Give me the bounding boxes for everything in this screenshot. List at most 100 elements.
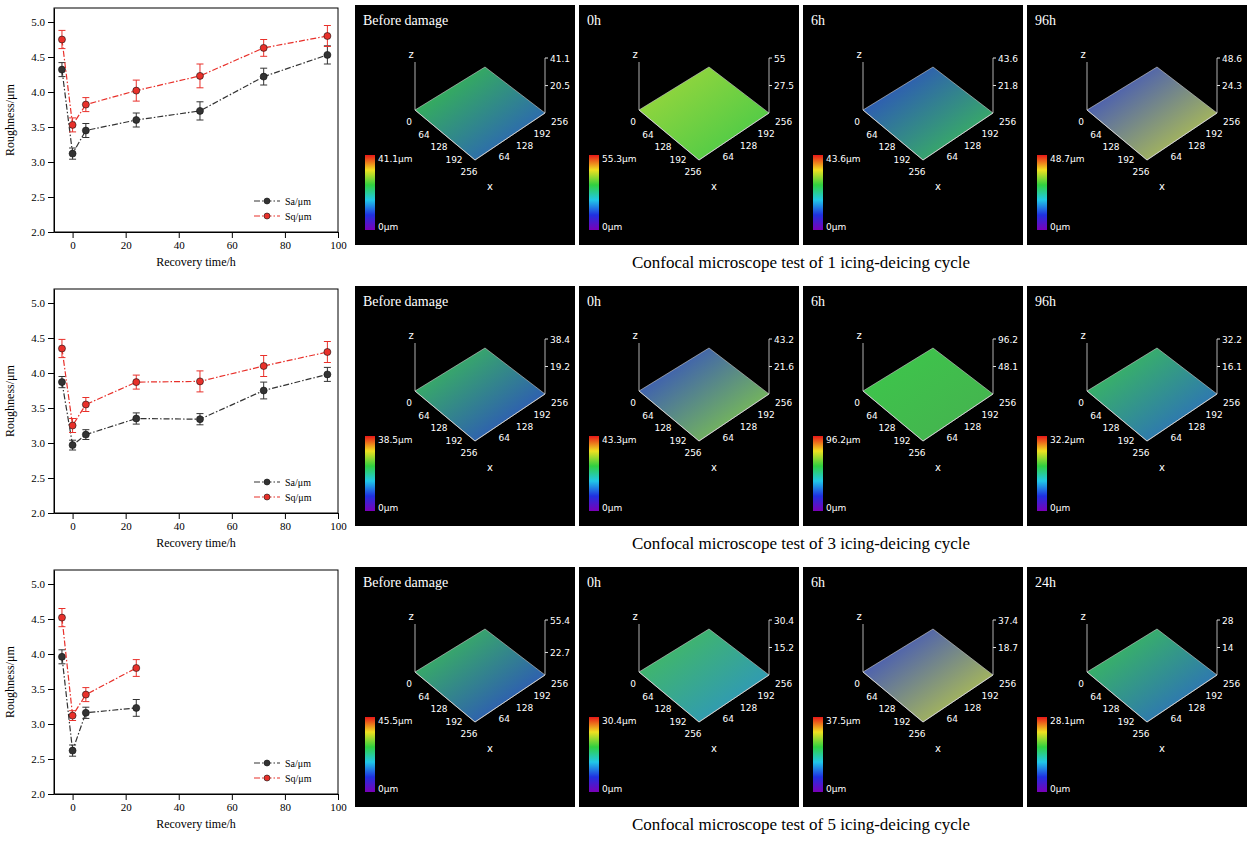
colorbar-label: 0μm [1050,503,1070,513]
micrograph-panel: 6h06412819225664128192256xz37.418.70μm37… [803,567,1023,807]
colorbar-label: 0μm [826,784,846,794]
y-tick-label: 256 [1223,117,1240,127]
error-bar-cap [58,387,65,388]
z-axis-letter: z [856,611,861,622]
error-bar-cap [196,87,203,88]
micrograph-panel: 6h06412819225664128192256xz43.621.80μm43… [803,5,1023,245]
x-tick-label: 256 [460,448,477,458]
x-tick-label: 0 [406,398,412,408]
error-bar-cap [196,64,203,65]
x-tick-label: 256 [684,167,701,177]
z-tick-label: 21.6 [774,362,794,372]
micrograph-panel: 6h06412819225664128192256xz96.248.10μm96… [803,286,1023,526]
z-tick-mark [545,339,548,340]
error-bar [82,707,89,718]
data-point [260,387,267,394]
z-edge [639,343,640,391]
x-axis: 020406080100 [55,232,348,251]
error-bar-cap [69,418,76,419]
tick: 60 [227,232,239,251]
data-point [69,712,76,719]
error-bar-cap [260,382,267,383]
series-line [62,349,327,426]
series-line [62,55,327,154]
tick-mark [48,724,54,725]
surface [1087,67,1217,160]
z-tick-mark [545,58,548,59]
error-bar [82,430,89,440]
tick: 40 [174,232,186,251]
error-bar [324,46,331,64]
micrograph-panel: 0h06412819225664128192256xz5527.50μm55.3… [579,5,799,245]
axis-line [55,232,339,233]
y-axis-title: Roughness/μm [3,364,17,436]
panel-background [579,5,799,245]
legend-marker [264,213,270,219]
y-tick-label: 256 [999,117,1016,127]
x-tick-label: 0 [1078,679,1084,689]
error-bar [82,688,89,702]
error-bar [69,148,76,159]
tick-mark [232,232,233,238]
tick-label: 60 [227,520,239,532]
colorbar-label: 0μm [602,784,622,794]
error-bar-cap [82,701,89,702]
x-axis: 020406080100 [55,513,348,532]
y-tick-label: 64 [947,714,959,724]
colorbar [813,717,823,792]
tick: 3.5 [31,402,54,414]
error-bar [69,440,76,450]
tick-mark [179,232,180,238]
z-tick-mark [1217,85,1220,86]
colorbar [1037,155,1047,230]
tick-label: 3.0 [31,718,45,730]
error-bar-cap [133,699,140,700]
z-tick-mark [545,366,548,367]
plot-area [58,609,139,757]
panel-label: 0h [587,294,601,309]
error-bar-cap [82,718,89,719]
z-tick-label: 43.2 [774,335,794,345]
error-bar [58,30,65,48]
tick-label: 20 [121,801,132,813]
data-point [196,416,203,423]
x-tick-label: 192 [893,717,910,727]
legend-label: Sa/μm [285,196,311,207]
axis-line [55,513,339,514]
error-bar-cap [58,608,65,609]
tick-mark [73,232,74,238]
x-tick-label: 64 [418,411,430,421]
data-point [82,431,89,438]
z-axis-letter: z [632,49,637,60]
legend-item: Sq/μm [254,773,312,784]
panel-label: 6h [811,294,825,309]
z-axis-letter: z [1080,611,1085,622]
panel-label: 6h [811,13,825,28]
y-tick-label: 192 [534,129,551,139]
x-tick-label: 0 [630,398,636,408]
tick-label: 4.0 [31,648,45,660]
error-bar [58,63,65,77]
z-tick-label: 37.4 [998,616,1018,626]
error-bar-cap [133,127,140,128]
z-tick-mark [769,339,772,340]
micrograph-row: Before damage06412819225664128192256xz41… [355,5,1247,272]
z-tick-mark [545,620,548,621]
error-bar-cap [58,76,65,77]
error-bar-cap [58,626,65,627]
error-bar-cap [82,707,89,708]
error-bar-cap [133,659,140,660]
x-axis-letter: x [1159,462,1165,473]
panel-label: 24h [1035,575,1056,590]
legend-marker [264,494,270,500]
tick-mark [338,232,339,238]
x-tick-label: 64 [418,130,430,140]
y-tick-label: 128 [1188,141,1205,151]
y-tick-label: 192 [534,691,551,701]
x-tick-label: 64 [866,130,878,140]
tick: 3.0 [31,437,54,449]
error-bar [58,339,65,357]
error-bar-cap [82,97,89,98]
data-point [324,51,331,58]
plot-frame [54,570,338,794]
